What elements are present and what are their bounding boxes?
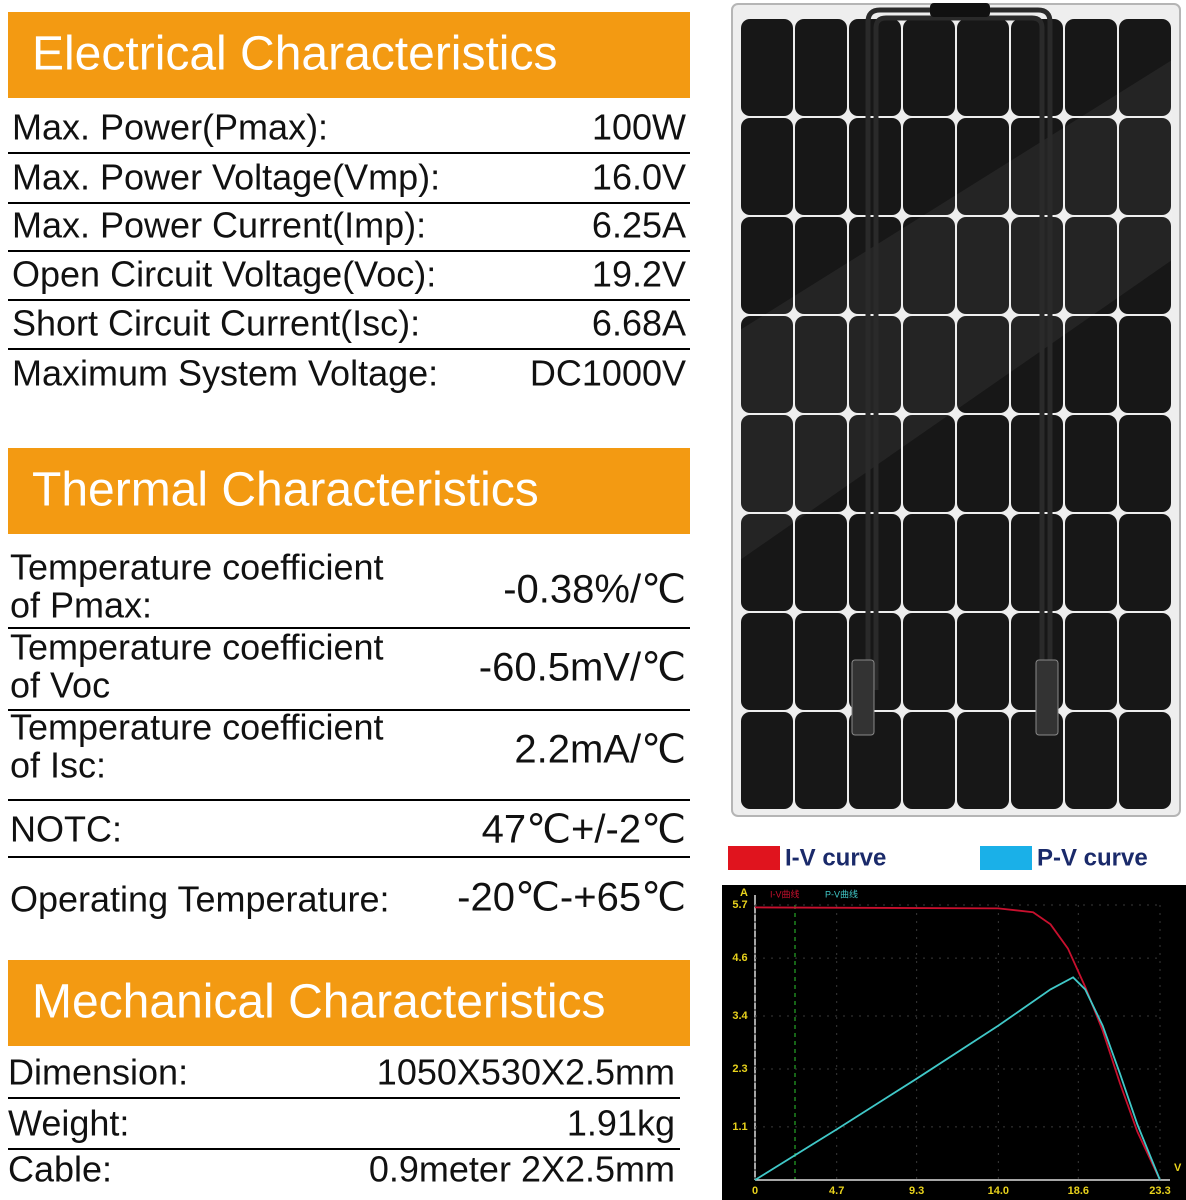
data-line (754, 976, 1161, 1181)
spec-label: Max. Power(Pmax): (12, 107, 328, 148)
x-tick-label: 9.3 (909, 1185, 924, 1197)
section-title: Electrical Characteristics (32, 28, 557, 81)
y-tick-label: 1.1 (732, 1121, 747, 1133)
curve-annotation: I-V曲线 (770, 888, 800, 899)
x-axis-label: V (1174, 1162, 1182, 1174)
spec-value: -0.38%/℃ (503, 568, 686, 612)
spec-value: DC1000V (530, 353, 686, 394)
spec-label: Temperature coefficient (10, 707, 384, 748)
section-title: Mechanical Characteristics (32, 976, 606, 1029)
solar-panel (731, 3, 1181, 817)
legend-swatch (728, 846, 780, 870)
spec-label: Maximum System Voltage: (12, 353, 438, 394)
spec-label: Temperature coefficient (10, 627, 384, 668)
spec-label: Operating Temperature: (10, 879, 390, 920)
spec-value: 1050X530X2.5mm (377, 1052, 675, 1093)
section-header (8, 12, 690, 98)
data-line (754, 906, 1161, 1181)
spec-value: 47℃+/-2℃ (482, 808, 686, 852)
section-title: Thermal Characteristics (32, 464, 539, 517)
section-header (8, 448, 690, 534)
chart-background (722, 885, 1186, 1200)
spec-label: of Pmax: (10, 585, 152, 626)
spec-label: Max. Power Voltage(Vmp): (12, 157, 440, 198)
spec-value: -20℃-+65℃ (457, 876, 686, 920)
spec-label: NOTC: (10, 809, 122, 850)
spec-value: -60.5mV/℃ (479, 646, 686, 690)
x-tick-label: 14.0 (988, 1185, 1009, 1197)
y-tick-label: 3.4 (732, 1010, 748, 1022)
spec-value: 19.2V (592, 254, 686, 295)
legend-label: P-V curve (1037, 844, 1148, 871)
y-tick-label: 5.7 (732, 899, 747, 911)
spec-value: 0.9meter 2X2.5mm (369, 1149, 675, 1190)
legend-label: I-V curve (785, 844, 886, 871)
x-tick-label: 4.7 (829, 1185, 844, 1197)
spec-label: Weight: (8, 1103, 129, 1144)
curve-annotation: P-V曲线 (825, 888, 858, 899)
legend-swatch (980, 846, 1032, 870)
y-tick-label: 2.3 (732, 1063, 747, 1075)
spec-label: of Voc (10, 665, 110, 706)
y-axis-label: A (740, 887, 748, 899)
spec-value: 100W (592, 107, 686, 148)
spec-value: 16.0V (592, 157, 686, 198)
spec-label: Cable: (8, 1149, 112, 1190)
spec-label: Max. Power Current(Imp): (12, 205, 426, 246)
spec-label: Dimension: (8, 1052, 188, 1093)
spec-label: Short Circuit Current(Isc): (12, 303, 420, 344)
x-tick-label: 0 (752, 1185, 758, 1197)
x-tick-label: 23.3 (1149, 1185, 1170, 1197)
spec-label: of Isc: (10, 745, 106, 786)
spec-label: Open Circuit Voltage(Voc): (12, 254, 436, 295)
section-header (8, 960, 690, 1046)
y-tick-label: 4.6 (732, 952, 747, 964)
spec-value: 6.25A (592, 205, 686, 246)
spec-value: 1.91kg (567, 1103, 675, 1144)
spec-label: Temperature coefficient (10, 547, 384, 588)
spec-value: 6.68A (592, 303, 686, 344)
spec-value: 2.2mA/℃ (514, 728, 686, 772)
x-tick-label: 18.6 (1068, 1185, 1089, 1197)
